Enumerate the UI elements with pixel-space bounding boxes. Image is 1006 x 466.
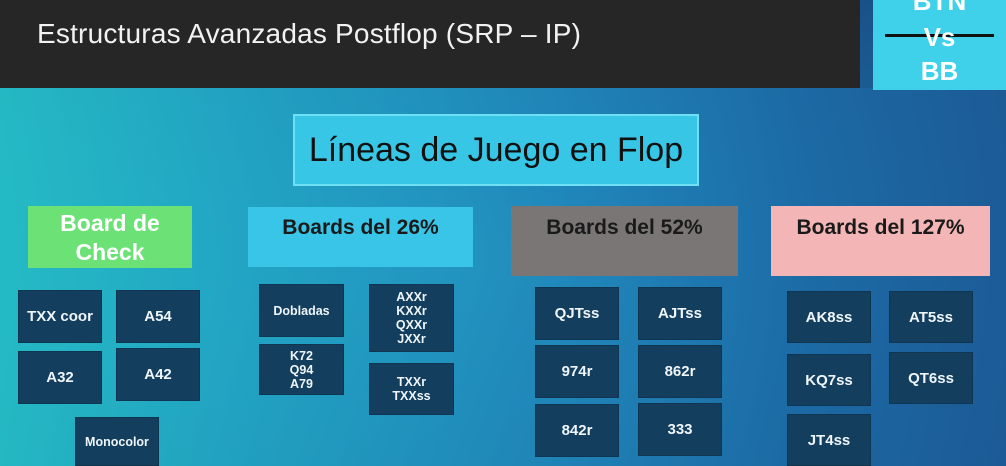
category-check-line2: Check [75,239,145,265]
board-862r: 862r [638,345,722,398]
board-jt4ss: JT4ss [787,414,871,466]
category-boards-127: Boards del 127% [771,206,990,276]
board-974r: 974r [535,345,619,398]
board-a54: A54 [116,290,200,343]
main-title: Líneas de Juego en Flop [293,114,699,186]
slide-title: Estructuras Avanzadas Postflop (SRP – IP… [37,18,582,49]
board-group-axx: AXXr KXXr QXXr JXXr [369,284,454,352]
board-txx-coor: TXX coor [18,290,102,343]
board-qjtss: QJTss [535,287,619,340]
category-boards-52: Boards del 52% [511,206,738,276]
badge-vs: Vs [923,22,956,52]
board-qt6ss: QT6ss [889,352,973,404]
board-842r: 842r [535,404,619,457]
board-dobladas: Dobladas [259,284,344,337]
board-axxr: AXXr [396,290,427,304]
board-group-txx: TXXr TXXss [369,363,454,415]
board-a42: A42 [116,348,200,401]
badge-strike-line [885,34,994,37]
board-monocolor: Monocolor [75,417,159,466]
board-a79: A79 [290,376,313,391]
board-ajtss: AJTss [638,287,722,340]
board-k72: K72 [290,348,313,363]
board-ak8ss: AK8ss [787,291,871,343]
board-txxss: TXXss [392,389,431,403]
slide-header: Estructuras Avanzadas Postflop (SRP – IP… [0,0,860,88]
badge-bb: BB [920,56,959,86]
board-q94: Q94 [289,362,314,377]
category-check-line1: Board de [60,210,160,236]
board-jxxr: JXXr [397,332,426,346]
badge-btn: BTN [912,0,967,16]
board-at5ss: AT5ss [889,291,973,343]
board-group-k72: K72 Q94 A79 [259,344,344,395]
category-board-check: Board de Check [28,206,192,268]
board-txxr: TXXr [396,375,427,389]
category-boards-26: Boards del 26% [248,207,473,267]
board-kq7ss: KQ7ss [787,354,871,406]
board-a32: A32 [18,351,102,404]
position-badge: BTN Vs BB [873,0,1006,90]
board-333: 333 [638,403,722,456]
board-kxxr: KXXr [396,304,427,318]
board-qxxr: QXXr [395,318,428,332]
